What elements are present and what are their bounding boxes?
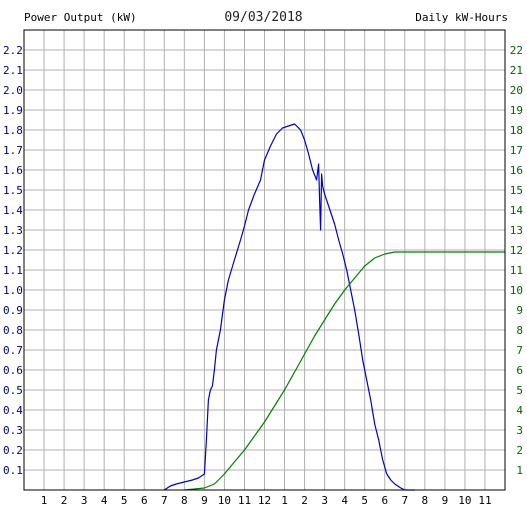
x-tick-label: 6 <box>381 494 388 507</box>
x-tick-label: 5 <box>121 494 128 507</box>
x-tick-label: 4 <box>101 494 108 507</box>
right-y-tick-label: 22 <box>510 44 523 57</box>
x-tick-label: 1 <box>41 494 48 507</box>
x-tick-label: 8 <box>422 494 429 507</box>
x-tick-label: 12 <box>258 494 271 507</box>
left-y-tick-label: 1.8 <box>3 124 23 137</box>
x-tick-label: 10 <box>218 494 231 507</box>
right-y-tick-label: 2 <box>516 444 523 457</box>
left-y-tick-label: 0.4 <box>3 404 23 417</box>
right-y-tick-label: 4 <box>516 404 523 417</box>
left-y-tick-label: 1.6 <box>3 164 23 177</box>
left-y-tick-label: 0.6 <box>3 364 23 377</box>
left-y-tick-label: 1.3 <box>3 224 23 237</box>
right-y-tick-label: 14 <box>510 204 524 217</box>
left-y-tick-label: 1.2 <box>3 244 23 257</box>
right-y-tick-label: 5 <box>516 384 523 397</box>
right-axis-label: Daily kW-Hours <box>415 11 508 24</box>
left-y-tick-label: 0.9 <box>3 304 23 317</box>
left-y-tick-label: 1.5 <box>3 184 23 197</box>
right-y-tick-label: 3 <box>516 424 523 437</box>
tick-labels: 1 2 3 4 5 6 7 8 9 10 11 12 1 2 3 4 5 6 7 8 9 10 110.10.20.30.4… <box>3 44 523 507</box>
grid <box>24 30 505 490</box>
right-y-tick-label: 8 <box>516 324 523 337</box>
right-y-tick-label: 1 <box>516 464 523 477</box>
x-tick-label: 3 <box>81 494 88 507</box>
right-y-tick-label: 21 <box>510 64 523 77</box>
left-y-tick-label: 0.8 <box>3 324 23 337</box>
left-axis-label: Power Output (kW) <box>24 11 137 24</box>
x-tick-label: 1 <box>281 494 288 507</box>
right-y-tick-label: 15 <box>510 184 523 197</box>
x-tick-label: 4 <box>341 494 348 507</box>
chart-title: 09/03/2018 <box>224 10 303 25</box>
x-tick-label: 7 <box>401 494 408 507</box>
right-y-tick-label: 13 <box>510 224 523 237</box>
right-y-tick-label: 18 <box>510 124 523 137</box>
x-tick-label: 10 <box>458 494 471 507</box>
series-layer <box>163 123 505 491</box>
left-y-tick-label: 0.2 <box>3 444 23 457</box>
left-y-tick-label: 2.1 <box>3 64 23 77</box>
plot-frame <box>23 29 506 491</box>
right-y-tick-label: 16 <box>510 164 523 177</box>
left-y-tick-label: 0.3 <box>3 424 23 437</box>
left-y-tick-label: 1.0 <box>3 284 23 297</box>
left-y-tick-label: 2.2 <box>3 44 23 57</box>
x-tick-label: 8 <box>181 494 188 507</box>
left-y-tick-label: 0.7 <box>3 344 23 357</box>
x-tick-label: 2 <box>61 494 68 507</box>
x-tick-label: 5 <box>361 494 368 507</box>
left-y-tick-label: 2.0 <box>3 84 23 97</box>
left-y-tick-label: 1.9 <box>3 104 23 117</box>
right-y-tick-label: 10 <box>510 284 523 297</box>
right-y-tick-label: 19 <box>510 104 523 117</box>
x-tick-label: 11 <box>478 494 491 507</box>
x-tick-label: 6 <box>141 494 148 507</box>
x-tick-label: 11 <box>238 494 251 507</box>
right-y-tick-label: 7 <box>516 344 523 357</box>
left-y-tick-label: 1.4 <box>3 204 23 217</box>
power-output-line <box>163 123 415 491</box>
x-tick-label: 7 <box>161 494 168 507</box>
left-y-tick-label: 0.5 <box>3 384 23 397</box>
right-y-tick-label: 11 <box>510 264 523 277</box>
x-tick-label: 9 <box>442 494 449 507</box>
left-y-tick-label: 1.1 <box>3 264 23 277</box>
right-y-tick-label: 20 <box>510 84 523 97</box>
daily-kwh-line <box>184 251 505 491</box>
left-y-tick-label: 0.1 <box>3 464 23 477</box>
right-y-tick-label: 17 <box>510 144 523 157</box>
left-y-tick-label: 1.7 <box>3 144 23 157</box>
right-y-tick-label: 6 <box>516 364 523 377</box>
axes <box>23 29 506 491</box>
right-y-tick-label: 12 <box>510 244 523 257</box>
x-tick-label: 9 <box>201 494 208 507</box>
x-tick-label: 2 <box>301 494 308 507</box>
right-y-tick-label: 9 <box>516 304 523 317</box>
x-tick-label: 3 <box>321 494 328 507</box>
